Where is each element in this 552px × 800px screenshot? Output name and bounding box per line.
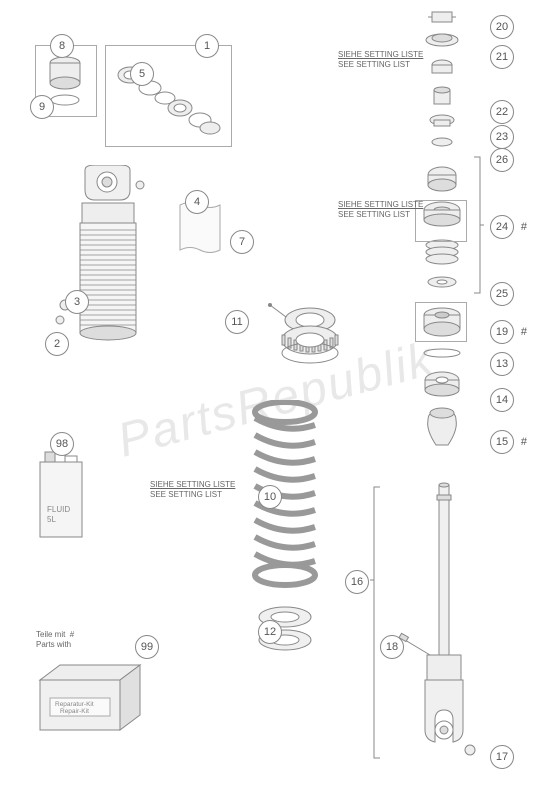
- callout-22: 22: [490, 100, 514, 124]
- callout-12: 12: [258, 620, 282, 644]
- part-seal-bumper: [418, 345, 468, 455]
- callout-5: 5: [130, 62, 154, 86]
- part-spring: [245, 400, 325, 590]
- callout-99: 99: [135, 635, 159, 659]
- bracket-16: [370, 485, 382, 760]
- label-setting-3: SIEHE SETTING LISTE SEE SETTING LIST: [150, 480, 235, 499]
- svg-text:5L: 5L: [47, 515, 56, 524]
- part-stack-top: [420, 10, 465, 310]
- callout-23: 23: [490, 125, 514, 149]
- label-setting-2: SIEHE SETTING LISTE SEE SETTING LIST: [338, 200, 423, 219]
- callout-14: 14: [490, 388, 514, 412]
- bracket-right-1: [472, 155, 484, 295]
- callout-10: 10: [258, 485, 282, 509]
- label-setting-1: SIEHE SETTING LISTE SEE SETTING LIST: [338, 50, 423, 69]
- callout-1: 1: [195, 34, 219, 58]
- callout-16: 16: [345, 570, 369, 594]
- callout-15: 15: [490, 430, 514, 454]
- callout-26: 26: [490, 148, 514, 172]
- box-1: [105, 45, 232, 147]
- callout-13: 13: [490, 352, 514, 376]
- part-fluid-can: FLUID 5L: [35, 450, 90, 545]
- callout-11: 11: [225, 310, 249, 334]
- callout-9: 9: [30, 95, 54, 119]
- callout-98: 98: [50, 432, 74, 456]
- callout-25: 25: [490, 282, 514, 306]
- callout-8: 8: [50, 34, 74, 58]
- callout-18: 18: [380, 635, 404, 659]
- svg-text:Reparatur-Kit: Reparatur-Kit: [55, 701, 94, 708]
- callout-24: 24: [490, 215, 514, 239]
- callout-2: 2: [45, 332, 69, 356]
- part-adjuster: [265, 295, 345, 375]
- callout-4: 4: [185, 190, 209, 214]
- callout-17: 17: [490, 745, 514, 769]
- label-parts-with: Teile mit # Parts with: [36, 630, 74, 649]
- part-repair-box: Reparatur-Kit Repair-Kit: [35, 660, 145, 735]
- callout-7: 7: [230, 230, 254, 254]
- callout-20: 20: [490, 15, 514, 39]
- part-piston-rod: [395, 480, 505, 770]
- part-shock-body: [50, 165, 180, 345]
- svg-text:Repair-Kit: Repair-Kit: [60, 708, 89, 715]
- callout-3: 3: [65, 290, 89, 314]
- callout-21: 21: [490, 45, 514, 69]
- callout-19: 19: [490, 320, 514, 344]
- svg-text:FLUID: FLUID: [47, 505, 70, 514]
- box-19: [415, 302, 467, 342]
